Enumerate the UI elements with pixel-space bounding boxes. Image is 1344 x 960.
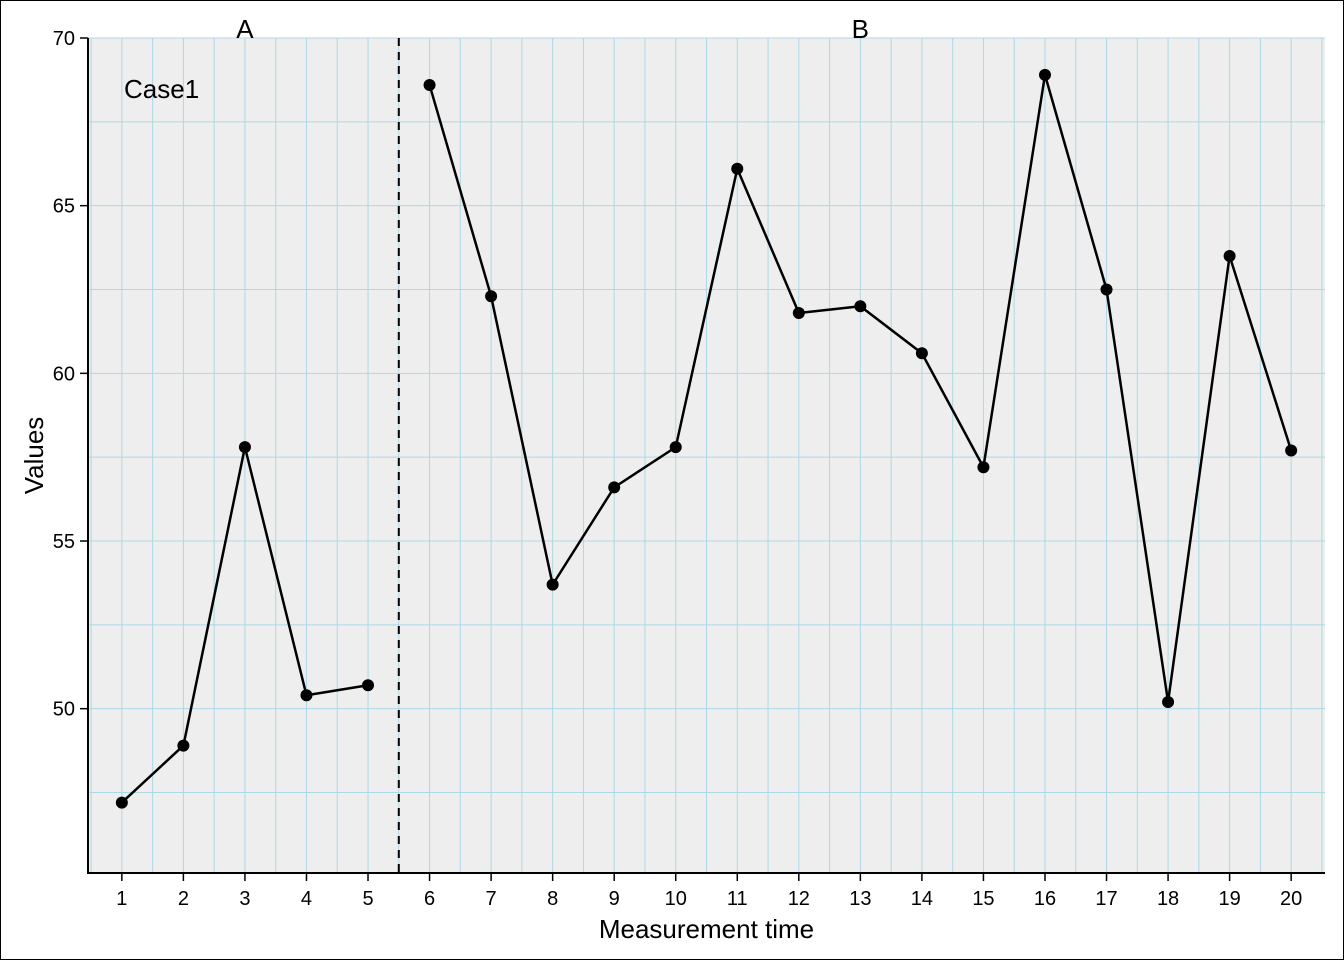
- x-tick-label: 10: [665, 888, 687, 910]
- data-point: [1162, 695, 1175, 708]
- y-tick-label: 65: [53, 196, 75, 218]
- x-tick-label: 14: [911, 888, 933, 910]
- x-tick-label: 11: [727, 888, 748, 910]
- x-tick-label: 5: [362, 888, 373, 910]
- series-points: [115, 68, 1298, 809]
- x-tick-label: 3: [239, 888, 250, 910]
- data-point: [546, 578, 559, 591]
- data-point: [792, 306, 805, 319]
- data-point: [1223, 249, 1236, 262]
- y-tick-label: 60: [53, 363, 75, 385]
- x-tick-label: 15: [972, 888, 994, 910]
- phase-label-b: B: [852, 14, 869, 44]
- y-axis-title: Values: [19, 417, 49, 495]
- x-tick-label: 13: [849, 888, 871, 910]
- x-tick-label: 12: [788, 888, 810, 910]
- x-tick-label: 18: [1157, 888, 1179, 910]
- data-point: [300, 689, 313, 702]
- data-point: [177, 739, 190, 752]
- x-axis-title: Measurement time: [599, 914, 814, 944]
- data-point: [915, 347, 928, 360]
- data-point: [731, 162, 744, 175]
- data-point: [1038, 68, 1051, 81]
- x-tick-label: 4: [301, 888, 312, 910]
- data-point: [977, 461, 990, 474]
- x-tick-label: 20: [1280, 888, 1302, 910]
- data-point: [854, 300, 867, 313]
- data-point: [1100, 283, 1113, 296]
- x-tick-label: 9: [609, 888, 620, 910]
- data-point: [1285, 444, 1298, 457]
- phase-label-a: A: [236, 14, 254, 44]
- case-label: Case1: [124, 74, 199, 104]
- x-tick-label: 1: [116, 888, 127, 910]
- x-tick-label: 16: [1034, 888, 1056, 910]
- x-tick-label: 8: [547, 888, 558, 910]
- x-tick-label: 2: [178, 888, 189, 910]
- y-tick-label: 70: [53, 28, 75, 50]
- x-tick-label: 7: [486, 888, 497, 910]
- x-tick-label: 6: [424, 888, 435, 910]
- data-point: [485, 290, 498, 303]
- x-tick-label: 19: [1218, 888, 1240, 910]
- data-point: [608, 481, 621, 494]
- data-point: [423, 78, 436, 91]
- y-tick-label: 50: [53, 699, 75, 721]
- axes: [80, 37, 1325, 881]
- data-point: [238, 441, 251, 454]
- y-tick-label: 55: [53, 531, 75, 553]
- data-point: [362, 679, 375, 692]
- data-point: [669, 441, 682, 454]
- data-point: [115, 796, 128, 809]
- x-tick-label: 17: [1095, 888, 1117, 910]
